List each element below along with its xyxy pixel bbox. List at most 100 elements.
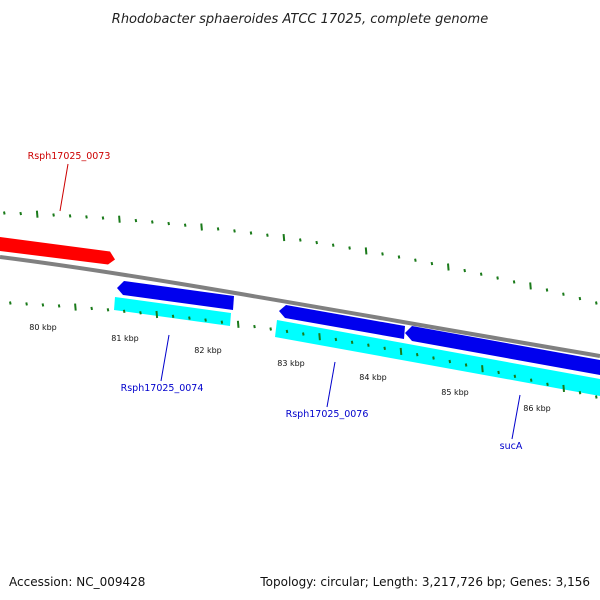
inner-minor-tick xyxy=(432,356,435,360)
inner-minor-tick xyxy=(415,353,419,357)
outer-minor-tick xyxy=(463,268,466,273)
outer-minor-tick xyxy=(331,243,335,247)
outer-minor-tick xyxy=(414,258,417,262)
gene-rsph17025-0073[interactable] xyxy=(0,237,115,265)
gene-label-rsph17025-0076[interactable]: Rsph17025_0076 xyxy=(286,409,369,420)
accession-text: Accession: NC_009428 xyxy=(9,575,145,589)
outer-minor-tick xyxy=(68,214,72,218)
inner-minor-tick xyxy=(546,382,549,386)
inner-minor-tick xyxy=(578,391,582,395)
outer-minor-tick xyxy=(545,288,549,292)
inner-minor-tick xyxy=(269,327,272,331)
inner-minor-tick xyxy=(529,378,533,382)
outer-minor-tick xyxy=(512,280,516,284)
tick-labels: 80 kbp 81 kbp 82 kbp 83 kbp 84 kbp 85 kbp 86 k… xyxy=(29,323,551,413)
outer-minor-tick xyxy=(348,246,351,250)
outer-minor-tick xyxy=(578,296,582,301)
inner-minor-tick xyxy=(497,370,500,375)
outer-minor-tick xyxy=(183,223,187,227)
tick-label: 84 kbp xyxy=(359,373,387,382)
inner-minor-tick xyxy=(334,337,338,342)
outer-minor-tick xyxy=(134,218,138,223)
inner-minor-tick xyxy=(464,363,468,367)
genome-summary-text: Topology: circular; Length: 3,217,726 bp… xyxy=(259,575,590,589)
gene-label-rsph17025-0073[interactable]: Rsph17025_0073 xyxy=(28,151,111,162)
inner-minor-tick xyxy=(106,308,110,312)
inner-major-tick xyxy=(399,347,403,355)
outer-minor-tick xyxy=(479,272,483,276)
inner-minor-tick xyxy=(90,306,93,311)
label-leader-rsph17025-0074 xyxy=(160,334,170,382)
outer-major-tick xyxy=(35,210,39,218)
inner-minor-tick xyxy=(41,303,45,307)
outer-minor-tick xyxy=(151,220,154,224)
inner-minor-tick xyxy=(513,374,517,378)
outer-major-tick xyxy=(200,223,203,231)
gene-label-rsph17025-0074[interactable]: Rsph17025_0074 xyxy=(121,383,204,394)
inner-minor-tick xyxy=(9,301,12,305)
inner-minor-tick xyxy=(302,332,305,336)
inner-minor-tick xyxy=(253,324,256,329)
outer-minor-tick xyxy=(496,276,499,280)
inner-minor-tick xyxy=(139,311,142,315)
outer-minor-tick xyxy=(595,301,598,305)
outer-minor-tick xyxy=(266,233,269,237)
outer-minor-tick xyxy=(233,229,236,233)
inner-minor-tick xyxy=(383,346,386,350)
inner-minor-tick xyxy=(188,316,191,320)
outer-minor-tick xyxy=(216,227,220,231)
inner-minor-tick xyxy=(57,304,61,308)
cds-rsph17025-0076 xyxy=(275,320,600,396)
outer-minor-tick xyxy=(249,231,253,235)
inner-major-tick xyxy=(74,303,77,311)
tick-label: 85 kbp xyxy=(441,388,469,397)
label-leader-sucA xyxy=(511,394,521,440)
gene-rsph17025-0074[interactable] xyxy=(117,281,234,310)
inner-minor-tick xyxy=(285,329,289,334)
inner-minor-tick xyxy=(448,359,452,364)
outer-minor-tick xyxy=(381,252,384,256)
inner-major-tick xyxy=(562,384,565,392)
outer-major-tick xyxy=(118,215,121,223)
outer-major-tick xyxy=(529,282,532,290)
outer-minor-tick xyxy=(562,292,565,296)
tick-label: 83 kbp xyxy=(277,359,305,368)
outer-minor-tick xyxy=(52,213,55,217)
outer-major-tick xyxy=(282,234,286,242)
inner-minor-tick xyxy=(204,318,207,322)
gene-rsph17025-0076[interactable] xyxy=(279,305,405,339)
genome-backbone xyxy=(0,255,600,358)
outer-minor-tick xyxy=(315,240,318,245)
outer-major-tick xyxy=(447,263,450,271)
outer-tick-track xyxy=(3,210,598,305)
inner-major-tick xyxy=(318,333,321,341)
cds-rsph17025-0074 xyxy=(114,297,231,326)
outer-minor-tick xyxy=(85,215,88,219)
tick-label: 80 kbp xyxy=(29,323,57,332)
tick-label: 86 kbp xyxy=(523,404,551,413)
inner-minor-tick xyxy=(350,340,354,344)
outer-minor-tick xyxy=(19,211,22,216)
map-title: Rhodobacter sphaeroides ATCC 17025, comp… xyxy=(112,12,488,27)
inner-minor-tick xyxy=(25,302,28,306)
tick-label: 82 kbp xyxy=(194,346,222,355)
gene-label-sucA[interactable]: sucA xyxy=(500,441,523,452)
inner-major-tick xyxy=(236,320,240,328)
outer-minor-tick xyxy=(430,261,434,266)
inner-minor-tick xyxy=(122,309,126,313)
gene-sucA[interactable] xyxy=(405,326,600,375)
inner-minor-tick xyxy=(367,343,370,347)
outer-major-tick xyxy=(364,247,368,255)
outer-minor-tick xyxy=(397,255,401,259)
inner-tick-track xyxy=(9,301,598,399)
inner-minor-tick xyxy=(595,395,598,399)
outer-minor-tick xyxy=(3,211,6,215)
outer-minor-tick xyxy=(101,216,105,220)
inner-minor-tick xyxy=(220,320,224,324)
inner-major-tick xyxy=(481,365,484,373)
outer-minor-tick xyxy=(167,221,170,226)
label-leader-rsph17025-0076 xyxy=(326,361,336,408)
inner-minor-tick xyxy=(171,314,175,318)
label-leader-rsph17025-0073 xyxy=(59,163,69,212)
